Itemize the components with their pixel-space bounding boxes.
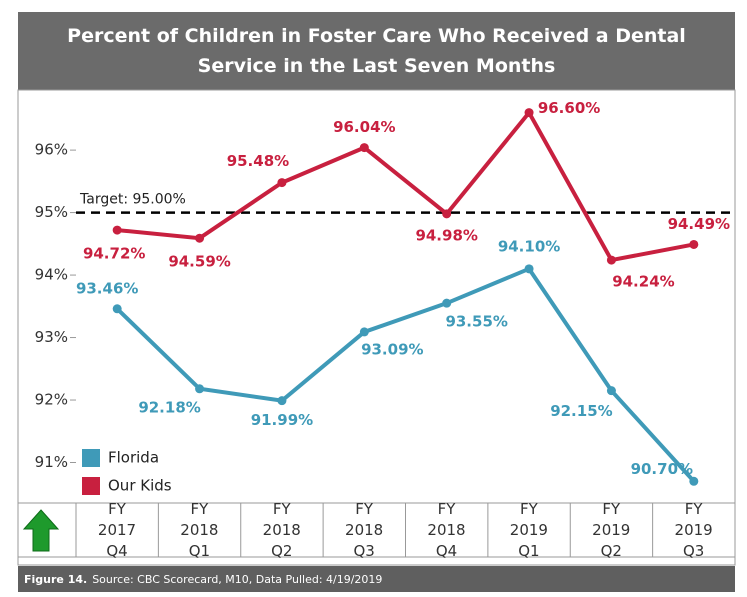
y-tick-label: 94% (35, 266, 68, 284)
point (689, 239, 699, 249)
footer: Figure 14. Source: CBC Scorecard, M10, Da… (18, 566, 735, 592)
legend-swatch (82, 449, 100, 467)
data-label: 94.10% (498, 237, 560, 255)
data-label: 94.59% (168, 253, 230, 271)
point (277, 396, 287, 406)
x-tick-cell: FY 2017 Q4 (76, 500, 158, 560)
point (442, 298, 452, 308)
point (112, 304, 122, 314)
x-tick-cell: FY 2018 Q2 (241, 500, 323, 560)
data-label: 91.99% (251, 411, 313, 429)
series-line (115, 266, 696, 483)
data-label: 94.98% (415, 226, 477, 244)
series-line (116, 109, 695, 263)
data-label: 94.24% (612, 273, 674, 291)
point (359, 327, 369, 337)
data-label: 96.60% (538, 99, 600, 117)
legend-label: Florida (108, 449, 159, 467)
up-arrow (22, 509, 60, 552)
point (524, 108, 534, 118)
data-label: 95.48% (227, 152, 289, 170)
x-tick-label: FY 2018 Q1 (180, 499, 219, 560)
x-tick-cell: FY 2019 Q2 (570, 500, 652, 560)
point (195, 384, 205, 394)
data-label: 94.49% (668, 215, 730, 233)
y-tick-label: 92% (35, 391, 68, 409)
data-label: 96.04% (333, 118, 395, 136)
data-label: 94.72% (83, 245, 145, 263)
figure-label: Figure 14. (24, 572, 88, 586)
x-tick-cell: FY 2018 Q1 (158, 500, 240, 560)
y-tick-label: 95% (35, 203, 68, 221)
x-tick-cell: FY 2019 Q3 (653, 500, 735, 560)
x-tick-cell: FY 2018 Q4 (406, 500, 488, 560)
point (606, 386, 616, 396)
point (606, 255, 616, 265)
x-tick-label: FY 2019 Q2 (592, 499, 631, 560)
data-label: 93.09% (361, 340, 423, 358)
point (524, 264, 534, 274)
data-label: 93.46% (76, 279, 138, 297)
x-tick-cell: FY 2019 Q1 (488, 500, 570, 560)
x-tick-cell: FY 2018 Q3 (323, 500, 405, 560)
x-tick-label: FY 2018 Q2 (262, 499, 301, 560)
data-label: 92.15% (550, 402, 612, 420)
point (442, 209, 452, 219)
title-bar: Percent of Children in Foster Care Who R… (18, 12, 735, 90)
target-label: Target: 95.00% (79, 192, 186, 208)
x-tick-label: FY 2018 Q4 (427, 499, 466, 560)
data-label: 92.18% (138, 398, 200, 416)
y-tick-label: 93% (35, 328, 68, 346)
point (359, 143, 369, 153)
x-tick-label: FY 2018 Q3 (345, 499, 384, 560)
chart-title: Percent of Children in Foster Care Who R… (67, 25, 686, 77)
x-tick-label: FY 2017 Q4 (97, 499, 137, 560)
source: Source: CBC Scorecard, M10, Data Pulled:… (92, 572, 383, 586)
point (689, 476, 699, 486)
y-tick-label: 91% (35, 453, 68, 471)
point (195, 233, 205, 243)
data-label: 90.70% (631, 460, 693, 478)
legend-label: Our Kids (108, 477, 172, 495)
y-tick-label: 96% (35, 141, 68, 159)
legend-swatch (82, 477, 100, 495)
data-label: 93.55% (445, 313, 507, 331)
x-tick-label: FY 2019 Q1 (509, 499, 548, 560)
x-tick-label: FY 2019 Q3 (674, 499, 713, 560)
point (112, 225, 122, 235)
point (277, 178, 287, 188)
